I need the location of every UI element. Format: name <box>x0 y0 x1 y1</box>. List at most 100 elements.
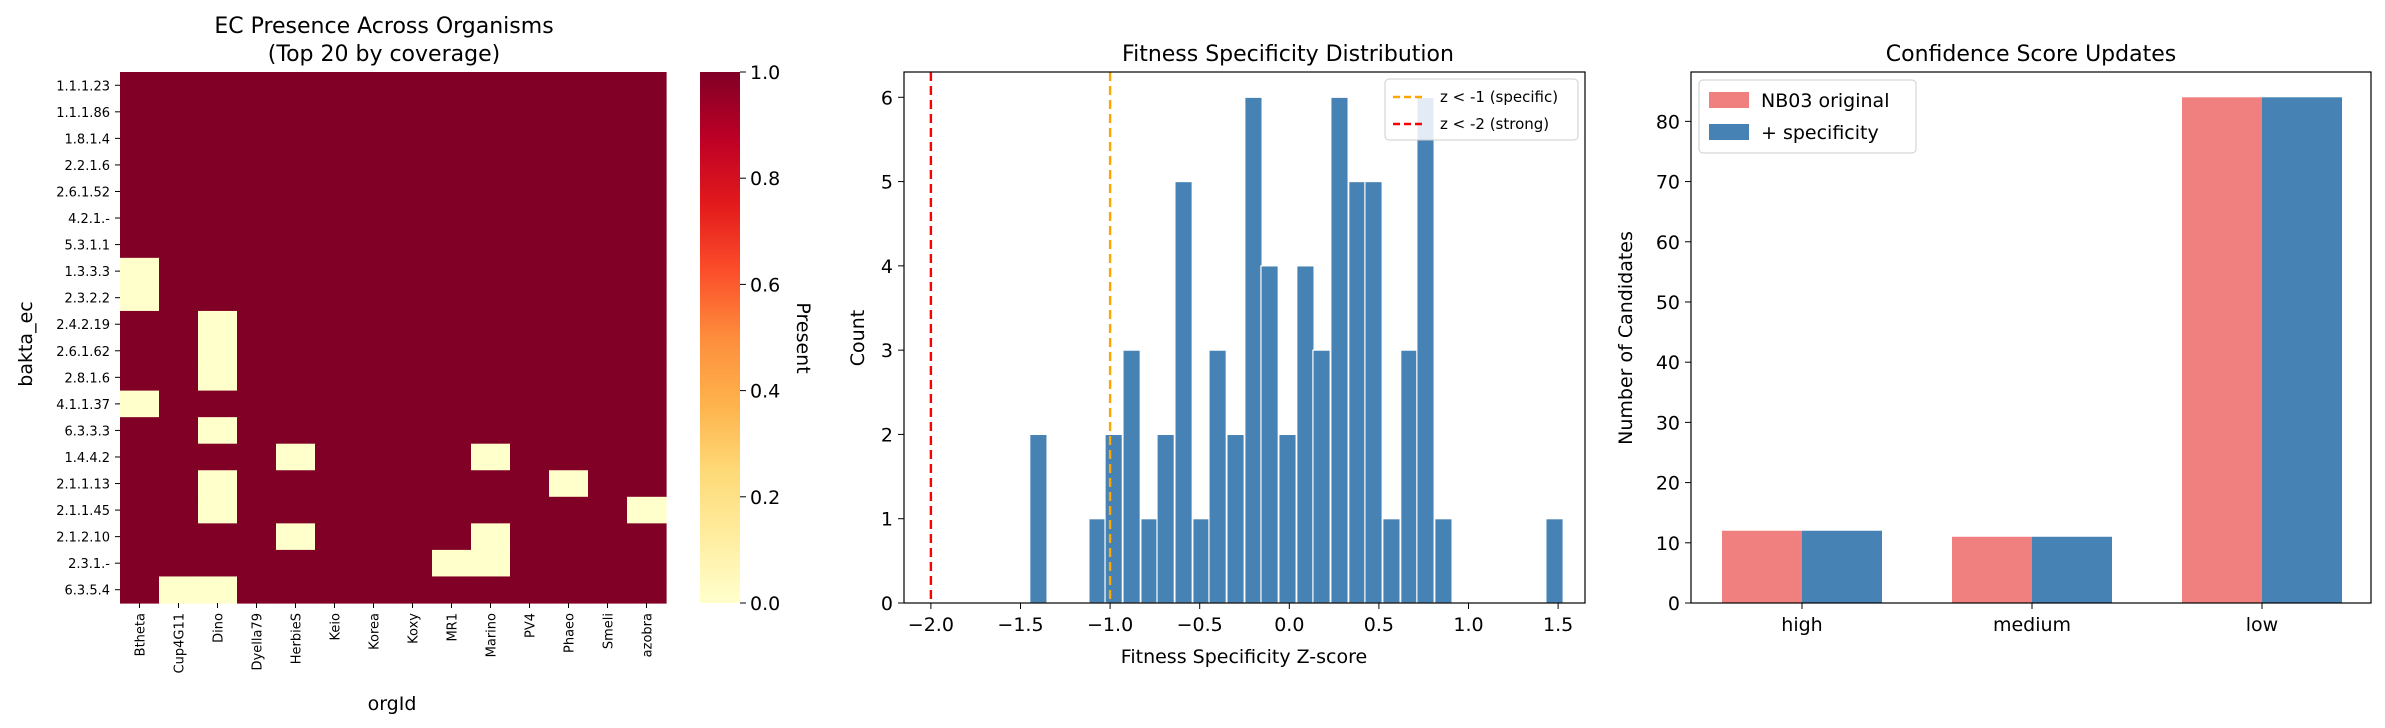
heatmap-cell <box>627 204 667 232</box>
heatmap-cell <box>393 310 433 339</box>
heatmap-cell <box>237 125 277 153</box>
heatmap-cell <box>471 284 511 312</box>
heatmap-cell <box>627 470 667 498</box>
heatmap-cell <box>237 178 277 206</box>
heatmap-cell <box>432 576 472 604</box>
heatmap-cell <box>432 390 472 418</box>
heatmap-cell <box>393 576 433 604</box>
heatmap-cell <box>276 496 316 524</box>
confidence-x-tick-label: medium <box>1993 614 2071 636</box>
heatmap-cell <box>510 390 550 418</box>
confidence-y-tick-label: 10 <box>1656 533 1680 555</box>
heatmap-cell <box>159 470 199 498</box>
heatmap-cell <box>237 231 277 259</box>
heatmap-cell <box>198 549 238 578</box>
heatmap-ylabel: bakta_ec <box>15 301 37 386</box>
heatmap-y-tick-label: 1.3.3.3 <box>65 265 110 280</box>
heatmap-cell <box>510 284 550 312</box>
heatmap-cell <box>315 310 355 339</box>
heatmap-cell <box>471 231 511 259</box>
heatmap-cell <box>393 496 433 524</box>
histogram-bar <box>1348 180 1367 604</box>
heatmap-y-tick-label: 2.3.2.2 <box>65 292 110 307</box>
confidence-y-tick-label: 30 <box>1656 412 1680 434</box>
histogram-bars <box>1029 96 1564 604</box>
colorbar-tick-label: 0.4 <box>750 381 780 403</box>
heatmap-cell <box>120 443 160 471</box>
histogram-x-tick-label: −1.0 <box>1087 614 1133 636</box>
heatmap-cell <box>276 337 316 365</box>
heatmap-cell <box>588 576 628 604</box>
histogram-bar <box>1400 349 1419 604</box>
heatmap-cell <box>120 470 160 498</box>
heatmap-cell <box>549 125 589 153</box>
heatmap-cell <box>588 496 628 524</box>
heatmap-cell <box>198 523 238 551</box>
confidence-bar <box>2032 536 2112 603</box>
heatmap-cell <box>354 549 394 578</box>
heatmap-x-tick-label: Korea <box>368 613 383 650</box>
heatmap-cell <box>276 72 316 100</box>
heatmap-cell <box>237 549 277 578</box>
histogram-bar <box>1434 518 1453 604</box>
heatmap-y-tick-label: 4.1.1.37 <box>56 398 110 413</box>
heatmap-cell <box>432 470 472 498</box>
confidence-y-tick-label: 80 <box>1656 111 1680 133</box>
confidence-axes-frame <box>1690 71 2372 604</box>
histogram-x-tick-label: 0.0 <box>1274 614 1304 636</box>
heatmap-cell <box>237 151 277 179</box>
histogram-bar <box>1296 265 1315 604</box>
histogram-y-tick-label: 6 <box>881 87 893 109</box>
heatmap-cell <box>315 151 355 179</box>
heatmap-cell <box>120 231 160 259</box>
heatmap-cell <box>471 364 511 392</box>
confidence-legend: NB03 original + specificity <box>1698 79 1917 154</box>
heatmap-cell <box>393 257 433 285</box>
heatmap-cell <box>549 310 589 339</box>
histogram-threshold-lines <box>929 72 1112 603</box>
histogram-bar <box>1088 518 1107 604</box>
heatmap-y-tick-label: 2.3.1.- <box>68 557 110 572</box>
heatmap-cell <box>159 523 199 551</box>
heatmap-cell <box>237 496 277 524</box>
confidence-x-ticks: high medium low <box>1781 603 2278 636</box>
histogram-bar <box>1174 180 1193 604</box>
heatmap-cell <box>198 310 238 339</box>
histogram-x-tick-label: −0.5 <box>1177 614 1223 636</box>
colorbar-tick-label: 0.0 <box>750 593 780 615</box>
heatmap-cell <box>354 390 394 418</box>
heatmap-cell <box>354 257 394 285</box>
heatmap-cell <box>432 284 472 312</box>
histogram-bar <box>1156 433 1175 604</box>
heatmap-panel: EC Presence Across Organisms (Top 20 by … <box>15 14 814 715</box>
heatmap-cell <box>315 470 355 498</box>
heatmap-cell <box>159 257 199 285</box>
heatmap-cell <box>159 364 199 392</box>
heatmap-cell <box>315 364 355 392</box>
heatmap-cell <box>471 310 511 339</box>
legend-swatch-specificity <box>1709 124 1749 140</box>
heatmap-cell <box>549 178 589 206</box>
histogram-bar <box>1122 349 1141 604</box>
confidence-x-tick-label: low <box>2246 614 2278 636</box>
heatmap-y-ticks: 1.1.1.23 1.1.1.86 1.8.1.4 2.2.1.6 2.6.1.52 4.… <box>56 79 120 599</box>
heatmap-cell <box>159 576 199 604</box>
histogram-bar <box>1208 349 1227 604</box>
heatmap-cell <box>393 151 433 179</box>
heatmap-cell <box>159 496 199 524</box>
heatmap-cell <box>627 496 667 524</box>
heatmap-cell <box>198 98 238 126</box>
heatmap-cell <box>354 417 394 445</box>
heatmap-cell <box>315 178 355 206</box>
histogram-axes-frame <box>903 71 1586 604</box>
heatmap-cell <box>432 72 472 100</box>
heatmap-cell <box>393 337 433 365</box>
heatmap-cell <box>198 443 238 471</box>
heatmap-cell <box>549 72 589 100</box>
heatmap-cell <box>627 337 667 365</box>
heatmap-cell <box>159 178 199 206</box>
heatmap-cell <box>276 364 316 392</box>
confidence-y-tick-label: 70 <box>1656 172 1680 194</box>
heatmap-cell <box>393 417 433 445</box>
colorbar-tick-label: 0.8 <box>750 168 780 190</box>
